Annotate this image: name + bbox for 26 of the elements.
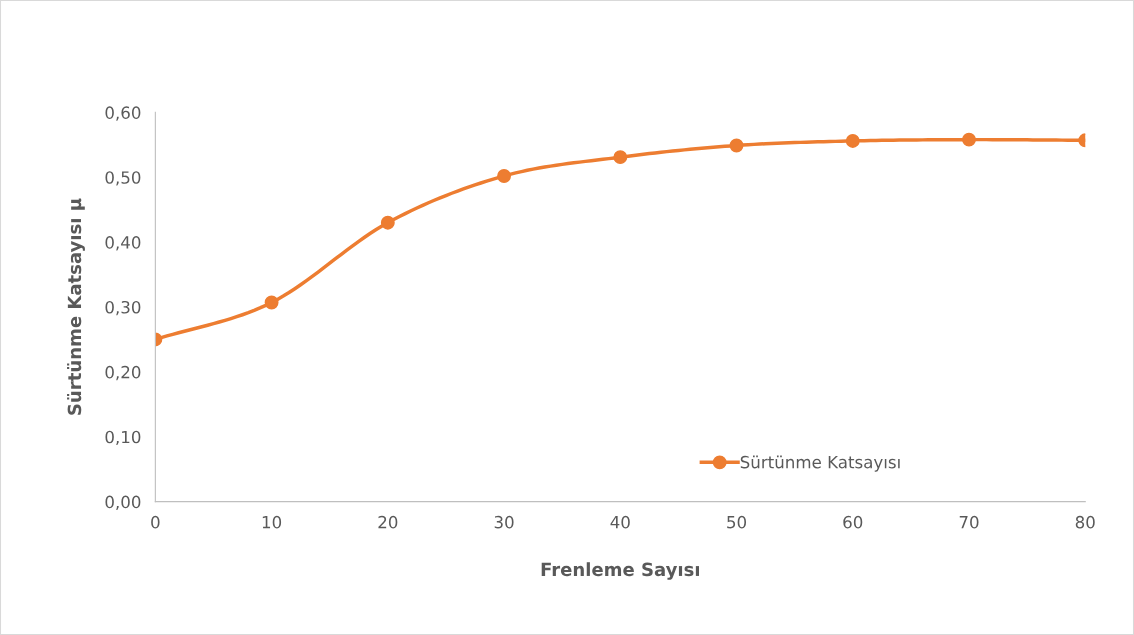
- x-tick-label: 70: [959, 515, 979, 529]
- y-tick-label: 0,00: [105, 495, 141, 510]
- x-tick-label: 30: [494, 515, 514, 529]
- x-tick-label: 60: [843, 515, 863, 529]
- x-tick-label: 10: [262, 515, 282, 529]
- y-tick-label: 0,60: [105, 106, 141, 121]
- x-tick-label: 80: [1075, 515, 1095, 529]
- point: [845, 133, 860, 148]
- y-tick-label: 0,40: [105, 236, 141, 251]
- point: [264, 295, 279, 310]
- point: [962, 132, 976, 147]
- point: [729, 138, 744, 153]
- point: [497, 169, 512, 183]
- y-tick-label: 0,30: [105, 300, 141, 316]
- point: [613, 150, 628, 165]
- y-tick-label: 0,20: [105, 365, 141, 381]
- y-axis-title: Sürtünme Katsayısı µ: [67, 198, 85, 415]
- x-tick-label: 20: [378, 515, 398, 529]
- point: [380, 215, 395, 230]
- x-tick-label: 0: [151, 515, 160, 529]
- y-tick-label: 0,50: [105, 171, 141, 186]
- y-tick-label: 0,10: [105, 430, 141, 446]
- x-tick-label: 40: [610, 515, 630, 529]
- x-axis-title: Frenleme Sayısı: [541, 562, 700, 580]
- legend-label: Sürtünme Katsayısı: [740, 455, 900, 472]
- x-tick-label: 50: [727, 515, 747, 529]
